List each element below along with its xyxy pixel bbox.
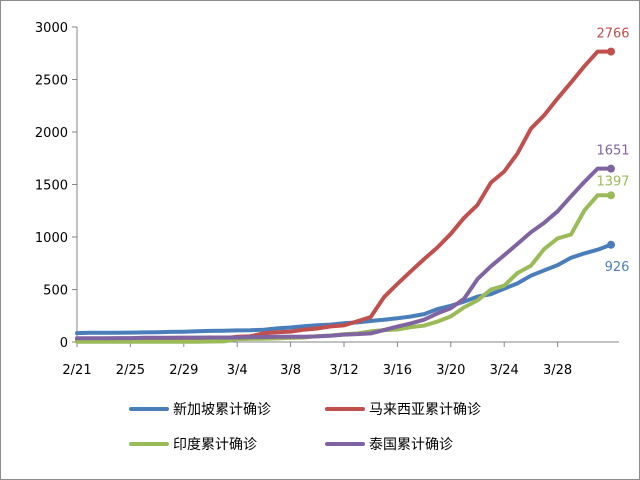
x-tick-label: 3/20 xyxy=(436,363,465,378)
y-tick-label: 2500 xyxy=(35,74,68,89)
series-end-marker xyxy=(607,47,615,56)
y-tick-label: 500 xyxy=(43,284,68,299)
series-end-label: 1651 xyxy=(596,144,629,159)
legend-label: 新加坡累计确诊 xyxy=(173,402,271,418)
series-end-marker xyxy=(607,191,615,200)
series-end-label: 2766 xyxy=(596,27,629,42)
series-end-marker xyxy=(607,164,615,173)
series-end-marker xyxy=(607,240,615,249)
series-end-label: 926 xyxy=(605,260,630,275)
series-line xyxy=(75,49,613,342)
legend-label: 马来西亚累计确诊 xyxy=(369,402,481,418)
legend-label: 泰国累计确诊 xyxy=(369,437,453,453)
series-line xyxy=(75,193,613,344)
legend-label: 印度累计确诊 xyxy=(173,437,257,453)
y-tick-label: 1000 xyxy=(35,231,68,246)
y-tick-label: 3000 xyxy=(35,21,68,36)
y-tick-label: 2000 xyxy=(35,126,68,141)
x-tick-label: 3/16 xyxy=(383,363,412,378)
x-tick-label: 3/4 xyxy=(227,363,248,378)
series-line xyxy=(75,242,613,336)
x-tick-label: 2/29 xyxy=(169,363,198,378)
y-tick-label: 1500 xyxy=(35,179,68,194)
x-tick-label: 3/24 xyxy=(490,363,519,378)
x-tick-label: 3/28 xyxy=(543,363,572,378)
series-line xyxy=(75,166,613,341)
series-end-label: 1397 xyxy=(596,174,629,189)
x-tick-label: 2/21 xyxy=(62,363,91,378)
x-tick-label: 2/25 xyxy=(116,363,145,378)
y-tick-label: 0 xyxy=(60,336,68,351)
x-tick-label: 3/12 xyxy=(329,363,358,378)
x-tick-label: 3/8 xyxy=(280,363,301,378)
